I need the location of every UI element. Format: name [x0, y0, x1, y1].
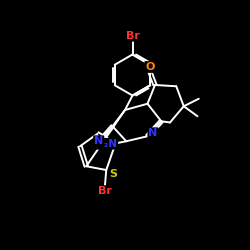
- Text: N: N: [148, 128, 158, 138]
- Text: S: S: [110, 169, 118, 179]
- Text: Br: Br: [98, 186, 112, 196]
- Text: H₂N: H₂N: [95, 139, 117, 149]
- Text: O: O: [145, 62, 155, 72]
- Text: Br: Br: [126, 31, 140, 41]
- Text: N: N: [94, 136, 104, 146]
